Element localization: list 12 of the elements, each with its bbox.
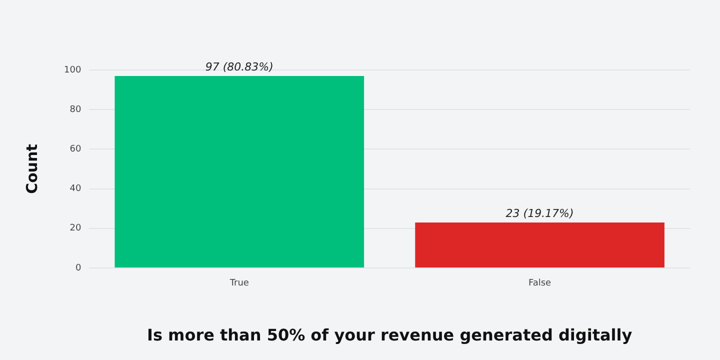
y-axis-title: Count (22, 144, 41, 194)
data-label: 97 (80.83%) (205, 60, 274, 74)
y-tick-label: 60 (70, 144, 82, 155)
y-tick-label: 40 (70, 184, 82, 194)
y-tick-label: 0 (75, 263, 82, 274)
y-tick-label: 80 (70, 104, 82, 115)
data-label: 23 (19.17%) (506, 206, 574, 220)
y-tick-label: 20 (70, 224, 82, 234)
y-tick-label: 100 (64, 65, 82, 76)
x-axis-title: Is more than 50% of your revenue generated digitally (146, 326, 633, 345)
x-tick-label: False (528, 278, 552, 289)
x-tick-label: True (228, 278, 250, 289)
